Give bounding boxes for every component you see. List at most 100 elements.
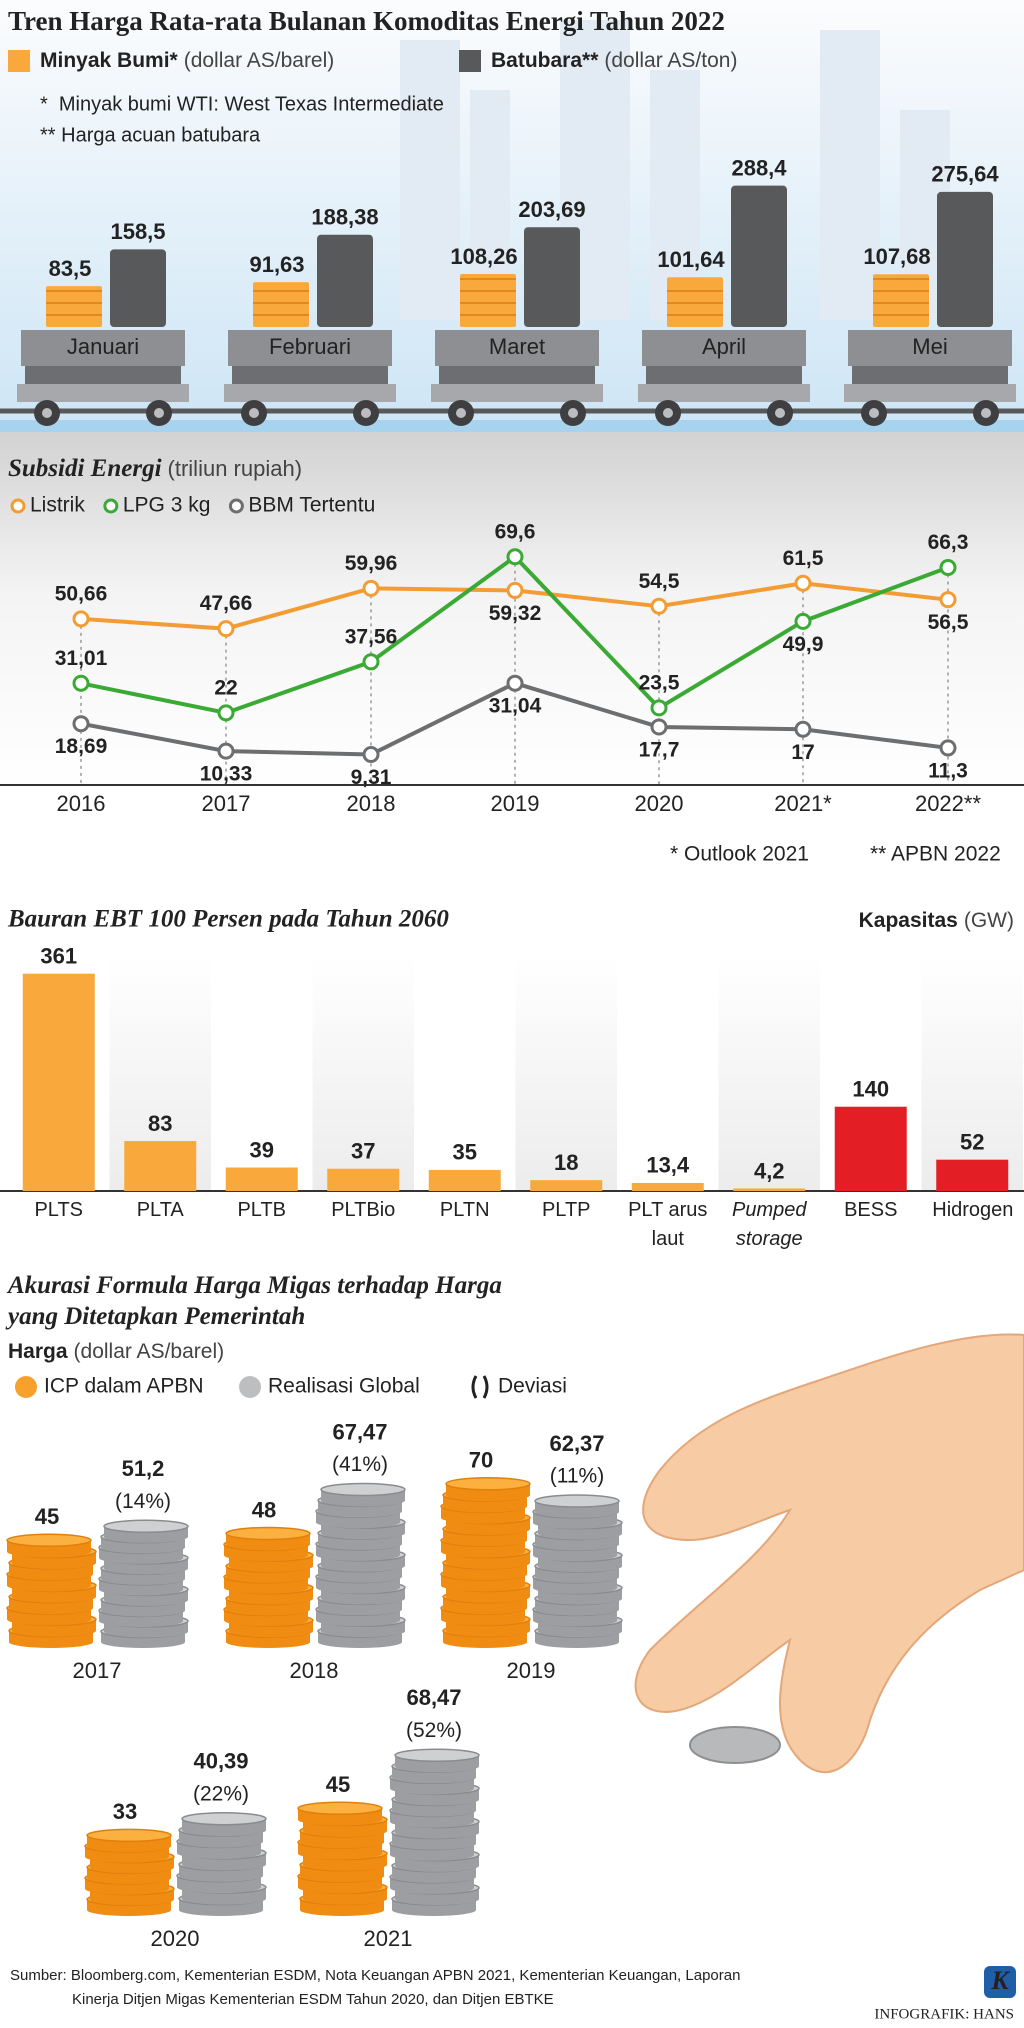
legend-label: ICP dalam APBN [44,1375,204,1398]
legend-bracket [471,1375,489,1399]
train-car-chassis [638,384,810,402]
value-label: (11%) [550,1465,604,1488]
value-label: 288,4 [731,155,787,180]
train-car-chassis [431,384,603,402]
axis-unit-name: Kapasitas [859,909,958,932]
bar [225,1167,298,1191]
x-tick-label: PLTA [136,1199,184,1221]
x-tick-label: 2020 [635,791,684,816]
footnote: ** APBN 2022 [870,843,1001,866]
x-tick-label: Hidrogen [932,1199,1014,1221]
value-label: 40,39 [193,1749,248,1774]
bar [733,1188,806,1191]
value-label: 83 [148,1111,172,1136]
legend-label: BBM Tertentu [248,494,375,517]
coin-stack [98,1519,189,1648]
data-point [362,653,380,671]
axis-unit-unit: (dollar AS/barel) [74,1340,225,1363]
value-label: 361 [40,943,77,968]
value-label: 17,7 [639,738,680,761]
bar [524,227,580,327]
value-label: 59,96 [345,552,398,575]
data-point [362,745,380,763]
legend-entry: Batubara** (dollar AS/ton) [491,49,737,72]
coin-face [181,1811,267,1826]
coin-face [534,1494,620,1508]
footnote: * Outlook 2021 [670,843,809,866]
x-tick-label: 2018 [347,791,396,816]
data-point [939,739,957,757]
data-point [506,674,524,692]
legend-label: Deviasi [498,1375,567,1398]
train-car-chassis [224,384,396,402]
x-tick-label: 2017 [202,791,251,816]
value-label: 17 [791,741,814,764]
wheel-hub [568,408,578,418]
value-label: 35 [453,1140,477,1165]
axis-unit: Kapasitas (GW) [859,909,1014,932]
value-label: 52 [960,1130,984,1155]
value-label: 61,5 [783,547,824,570]
x-tick-label: 2022** [915,791,982,816]
column-shade [921,955,1023,1191]
chart-title: Subsidi Energi (triliun rupiah) [8,455,302,482]
chart-title: Tren Harga Rata-rata Bulanan Komoditas E… [8,6,725,36]
chart-title: Akurasi Formula Harga Migas terhadap Har… [8,1272,502,1330]
train-car-roof [848,330,1012,366]
logo: K [990,1966,1010,1995]
value-label: 188,38 [311,205,378,230]
data-point [794,612,812,630]
train-car-body [646,366,802,384]
bar [631,1182,704,1191]
x-tick-label: BESS [844,1199,898,1221]
wheel-hub [663,408,673,418]
value-label: 50,66 [55,582,108,605]
x-tick-label: PLTB [237,1199,287,1221]
data-point [794,720,812,738]
train-car-body [439,366,595,384]
value-label: 39 [250,1137,274,1162]
wheel-hub [775,408,785,418]
x-tick-label: 2019 [491,791,540,816]
train-car-body [852,366,1008,384]
legend-marker [103,498,119,514]
value-label: 18,69 [55,735,108,758]
data-point [650,597,668,615]
legend-marker [228,498,244,514]
value-label: 83,5 [49,256,92,281]
category-label: Maret [489,334,545,359]
value-label: 101,64 [657,247,725,272]
x-tick-label: PLT arus laut [628,1199,708,1250]
x-tick-label: Pumped storage [732,1199,807,1250]
coin-face [86,1828,172,1843]
wheel-hub [869,408,879,418]
coin-face [445,1477,531,1491]
value-label: 23,5 [639,671,680,694]
train-car-roof [21,330,185,366]
value-label: (14%) [115,1490,171,1513]
value-label: 37 [351,1139,375,1164]
value-label: 275,64 [931,162,999,187]
coin-stack [532,1494,623,1648]
data-point [72,610,90,628]
coin-face [225,1526,311,1541]
category-label: 2021 [364,1926,413,1951]
data-point [362,579,380,597]
wheel-hub [361,408,371,418]
hand-illustration [634,1333,1024,1774]
x-tick-label: 2021* [774,791,832,816]
coin-face [394,1748,480,1763]
value-label: 70 [469,1448,493,1473]
value-label: 37,56 [345,625,398,648]
train-car-roof [435,330,599,366]
coin-stack [223,1526,314,1648]
bar [124,1141,197,1191]
train-car-chassis [844,384,1016,402]
value-label: 13,4 [646,1153,690,1178]
axis-unit: Harga (dollar AS/barel) [8,1340,224,1363]
chart-title: Bauran EBT 100 Persen pada Tahun 2060 [7,906,449,933]
value-label: 62,37 [549,1431,604,1456]
coin-face [297,1801,383,1816]
